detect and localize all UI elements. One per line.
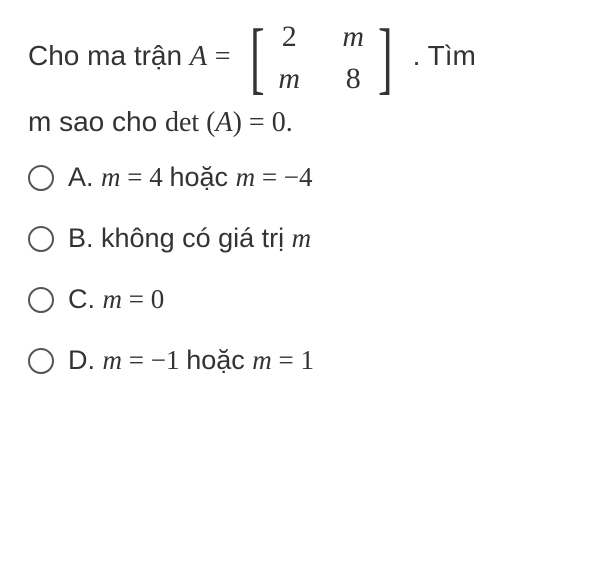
det-var: A <box>216 107 233 138</box>
question-block: Cho ma trận A = [ 2 m m 8 ] . Tìm <box>0 0 592 396</box>
question-equals: = <box>215 41 238 72</box>
option-a-text: A. m = 4 hoặc m = −4 <box>68 162 313 193</box>
option-d-text: D. m = −1 hoặc m = 1 <box>68 345 314 376</box>
radio-icon[interactable] <box>28 287 54 313</box>
option-a-parts: m = 4 hoặc m = −4 <box>101 162 313 192</box>
radio-icon[interactable] <box>28 226 54 252</box>
bracket-left: [ <box>250 18 265 98</box>
matrix-row-2: m 8 <box>274 58 368 100</box>
matrix: [ 2 m m 8 ] <box>244 16 399 100</box>
cell-r2c2: 8 <box>338 58 368 100</box>
option-a[interactable]: A. m = 4 hoặc m = −4 <box>28 162 564 193</box>
cell-r1c2: m <box>338 16 368 58</box>
option-d-label: D. <box>68 345 103 375</box>
option-a-label: A. <box>68 162 101 192</box>
option-b-parts: không có giá trị m <box>101 223 311 253</box>
det-open: ( <box>199 107 215 138</box>
options-list: A. m = 4 hoặc m = −4 B. không có giá trị… <box>28 162 564 376</box>
det-word: det <box>165 107 199 138</box>
option-c-text: C. m = 0 <box>68 284 164 315</box>
question-line2-pre: m sao cho <box>28 106 165 137</box>
matrix-row-1: 2 m <box>274 16 368 58</box>
matrix-body: 2 m m 8 <box>270 16 372 100</box>
question-var: A <box>190 41 207 72</box>
option-d-parts: m = −1 hoặc m = 1 <box>103 345 315 375</box>
option-c-label: C. <box>68 284 103 314</box>
question-lead: Cho ma trận <box>28 40 190 71</box>
cell-r1c1: 2 <box>274 16 304 58</box>
option-d[interactable]: D. m = −1 hoặc m = 1 <box>28 345 564 376</box>
option-b-text: B. không có giá trị m <box>68 223 311 254</box>
bracket-right: ] <box>378 18 393 98</box>
option-b-label: B. <box>68 223 101 253</box>
radio-icon[interactable] <box>28 348 54 374</box>
cell-r2c1: m <box>274 58 304 100</box>
question-after-matrix: . Tìm <box>413 40 476 71</box>
radio-icon[interactable] <box>28 165 54 191</box>
option-b[interactable]: B. không có giá trị m <box>28 223 564 254</box>
option-c-parts: m = 0 <box>103 284 165 314</box>
question-text: Cho ma trận A = [ 2 m m 8 ] . Tìm <box>28 16 564 144</box>
det-close: ) = 0. <box>233 107 293 138</box>
option-c[interactable]: C. m = 0 <box>28 284 564 315</box>
